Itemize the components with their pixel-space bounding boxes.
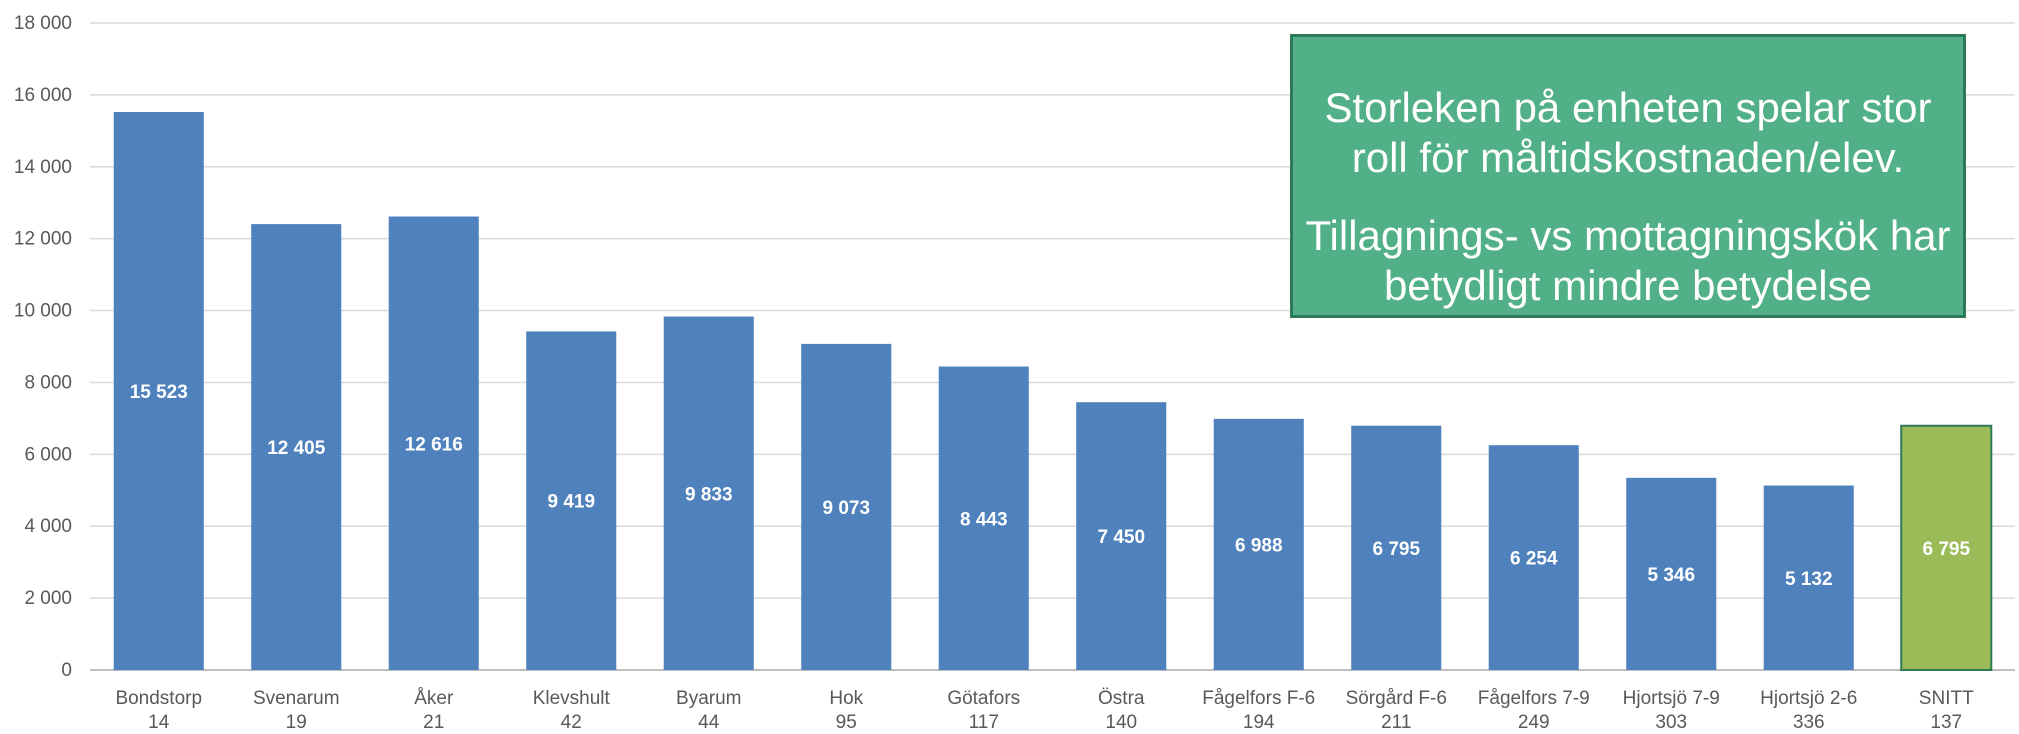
x-tick-label-count: 117 bbox=[969, 712, 999, 733]
data-label: 15 523 bbox=[130, 382, 188, 403]
x-tick-label-name: Byarum bbox=[676, 688, 741, 709]
x-tick-label-count: 140 bbox=[1105, 712, 1137, 733]
x-tick-label-name: Åker bbox=[414, 688, 454, 709]
x-tick-label-name: Bondstorp bbox=[115, 688, 202, 709]
y-tick-label: 8 000 bbox=[24, 372, 72, 393]
x-tick-label-name: Hjortsjö 2-6 bbox=[1760, 688, 1857, 709]
bar bbox=[388, 216, 479, 670]
callout-box: Storleken på enheten spelar stor roll fö… bbox=[1290, 34, 1966, 318]
x-tick-label-count: 42 bbox=[561, 712, 582, 733]
x-tick-label-name: Hok bbox=[829, 688, 863, 709]
x-tick-label-name: Svenarum bbox=[253, 688, 340, 709]
x-tick-label-count: 194 bbox=[1243, 712, 1275, 733]
x-tick-label-name: Götafors bbox=[947, 688, 1020, 709]
data-label: 12 616 bbox=[405, 434, 463, 455]
bar bbox=[1488, 445, 1579, 670]
x-tick-label-name: Fågelfors 7-9 bbox=[1478, 688, 1590, 709]
x-tick-label-count: 21 bbox=[423, 712, 444, 733]
x-tick-label-name: Hjortsjö 7-9 bbox=[1623, 688, 1720, 709]
data-label: 9 833 bbox=[685, 484, 733, 505]
x-tick-label-count: 95 bbox=[836, 712, 857, 733]
x-tick-label-count: 303 bbox=[1655, 712, 1687, 733]
bar bbox=[113, 112, 204, 671]
y-tick-label: 0 bbox=[61, 660, 72, 681]
y-tick-label: 18 000 bbox=[14, 13, 72, 34]
x-tick-label-name: Fågelfors F-6 bbox=[1202, 688, 1315, 709]
y-axis-tick-labels: 0 2 000 4 000 6 000 8 000 10 000 12 000 14 000 1… bbox=[14, 13, 72, 681]
y-tick-label: 14 000 bbox=[14, 157, 72, 178]
callout-text-line2: Tillagnings- vs mottagningskök har betyd… bbox=[1305, 212, 1951, 309]
y-tick-label: 4 000 bbox=[24, 516, 72, 537]
callout-text-line1: Storleken på enheten spelar stor roll fö… bbox=[1324, 84, 1932, 181]
bar bbox=[1626, 477, 1717, 670]
data-label: 6 795 bbox=[1922, 539, 1970, 560]
bar bbox=[526, 331, 617, 670]
data-labels: 15 523 12 405 12 616 9 419 9 833 9 073 8 443 7 … bbox=[130, 382, 1971, 590]
data-label: 6 988 bbox=[1235, 535, 1283, 556]
bar-average bbox=[1900, 424, 1993, 671]
data-label: 5 346 bbox=[1647, 565, 1695, 586]
x-tick-label-count: 19 bbox=[286, 712, 307, 733]
x-tick-label-count: 137 bbox=[1930, 712, 1962, 733]
x-tick-label-count: 211 bbox=[1381, 712, 1411, 733]
bars bbox=[113, 112, 1993, 671]
x-tick-label-name: Klevshult bbox=[533, 688, 611, 709]
x-tick-label-count: 44 bbox=[698, 712, 720, 733]
bar bbox=[1076, 402, 1167, 670]
data-label: 6 795 bbox=[1372, 539, 1420, 560]
data-label: 12 405 bbox=[267, 438, 326, 459]
bar bbox=[1763, 485, 1854, 670]
x-tick-label-count: 336 bbox=[1793, 712, 1825, 733]
y-tick-label: 16 000 bbox=[14, 85, 72, 106]
data-label: 9 073 bbox=[822, 498, 870, 519]
bar bbox=[663, 316, 754, 670]
bar bbox=[801, 343, 892, 670]
x-axis-category-labels: Bondstorp 14 Svenarum 19 Åker 21 Klevshult 42 By… bbox=[115, 688, 1974, 733]
bar bbox=[1213, 418, 1304, 670]
bar bbox=[1351, 425, 1442, 670]
x-tick-label-name: Sörgård F-6 bbox=[1346, 688, 1447, 709]
bar bbox=[251, 224, 342, 670]
x-tick-label-name: SNITT bbox=[1919, 688, 1974, 709]
data-label: 6 254 bbox=[1510, 549, 1558, 570]
data-label: 5 132 bbox=[1785, 569, 1833, 590]
y-tick-label: 6 000 bbox=[24, 444, 72, 465]
x-tick-label-count: 14 bbox=[148, 712, 170, 733]
data-label: 9 419 bbox=[547, 492, 595, 513]
x-tick-label-name: Östra bbox=[1098, 688, 1145, 709]
y-tick-label: 12 000 bbox=[14, 229, 72, 250]
bar bbox=[938, 366, 1029, 670]
data-label: 7 450 bbox=[1097, 527, 1145, 548]
data-label: 8 443 bbox=[960, 509, 1008, 530]
x-tick-label-count: 249 bbox=[1518, 712, 1550, 733]
y-tick-label: 10 000 bbox=[14, 301, 72, 322]
y-tick-label: 2 000 bbox=[24, 588, 72, 609]
